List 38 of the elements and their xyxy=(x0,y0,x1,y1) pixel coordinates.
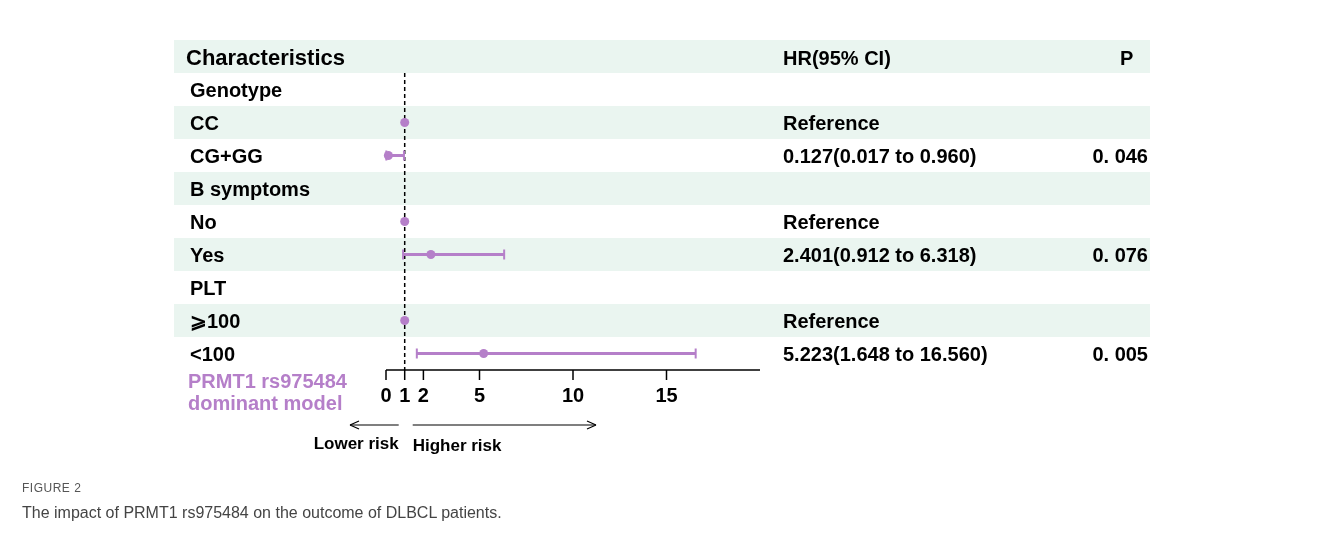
text: The impact of PRMT1 rs975484 on the outcome of DLBCL patients. xyxy=(22,504,502,521)
y-tick-label: Yes xyxy=(190,243,225,266)
text: Lower risk xyxy=(313,434,400,453)
y-tick-label: B symptoms xyxy=(190,177,311,200)
text: Reference xyxy=(783,309,880,332)
x-tick-label: 0 xyxy=(380,384,392,406)
x-tick-label: 5 xyxy=(473,384,486,406)
x-tick-label: 15 xyxy=(655,384,678,406)
text: 2.401(0.912 to 6.318) xyxy=(783,243,977,266)
text: Reference xyxy=(783,111,880,134)
y-tick-label: ⩾100 xyxy=(190,309,241,332)
x-axis-title: PRMT1 rs975484 dominant model xyxy=(188,370,348,414)
text: 5.223(1.648 to 16.560) xyxy=(783,342,988,365)
text: FIGURE 2 xyxy=(22,481,82,495)
y-tick-label: Genotype xyxy=(190,78,283,101)
point xyxy=(383,151,393,160)
point xyxy=(400,217,410,226)
y-tick-label: <100 xyxy=(190,342,236,365)
y-axis-title: Characteristics xyxy=(186,44,345,70)
text: Reference xyxy=(783,210,880,233)
x-tick-label: 10 xyxy=(561,384,585,406)
y-tick-label: CC xyxy=(190,111,219,134)
point xyxy=(400,118,410,127)
text: 0. 046 xyxy=(1092,144,1148,167)
x-tick-label: 2 xyxy=(417,384,429,406)
point xyxy=(400,316,410,325)
point xyxy=(479,349,489,358)
text: 0. 005 xyxy=(1092,342,1148,365)
y-tick-label: No xyxy=(190,210,217,233)
text: Higher risk xyxy=(412,436,503,455)
text: 0. 076 xyxy=(1092,243,1148,266)
text: 0.127(0.017 to 0.960) xyxy=(783,144,977,167)
text: P xyxy=(1120,46,1134,69)
text: HR(95% CI) xyxy=(783,46,891,69)
y-tick-label: CG+GG xyxy=(190,144,263,167)
y-tick-label: PLT xyxy=(190,276,227,299)
x-tick-label: 1 xyxy=(399,384,411,406)
point xyxy=(426,250,436,259)
